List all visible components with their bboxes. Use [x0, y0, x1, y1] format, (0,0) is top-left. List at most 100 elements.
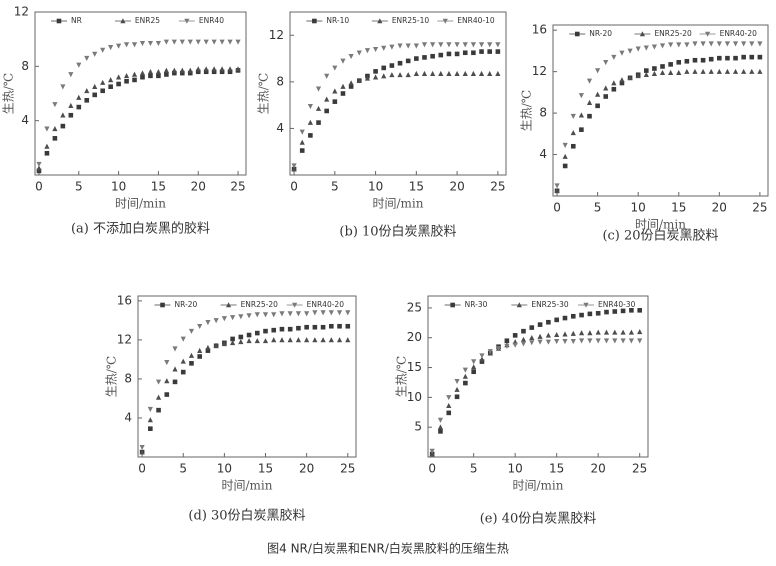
marker: [578, 330, 585, 336]
marker: [197, 347, 203, 353]
marker: [619, 80, 625, 86]
marker: [635, 46, 641, 52]
marker: [84, 55, 90, 61]
marker: [570, 313, 576, 319]
x-tick-label: 15: [258, 462, 273, 476]
legend-label: ENR40-20: [720, 29, 758, 38]
marker: [471, 364, 477, 370]
marker: [660, 64, 665, 69]
marker: [537, 339, 543, 345]
marker: [336, 310, 343, 316]
marker: [246, 313, 252, 319]
marker: [520, 341, 527, 347]
marker: [717, 55, 722, 61]
marker: [619, 50, 625, 56]
marker: [123, 73, 130, 79]
x-tick-label: 5: [331, 180, 339, 194]
marker: [578, 93, 584, 99]
marker: [732, 41, 739, 47]
marker: [180, 70, 185, 76]
marker: [147, 417, 153, 423]
marker: [147, 68, 154, 75]
marker: [372, 74, 379, 80]
marker: [733, 55, 738, 61]
marker: [708, 56, 714, 62]
legend-marker: [292, 302, 298, 308]
marker: [529, 340, 535, 346]
marker: [219, 66, 225, 72]
marker: [595, 103, 600, 109]
marker: [187, 39, 193, 45]
y-axis-label: 生热/℃: [257, 73, 271, 114]
legend-label: ENR25-10: [392, 16, 430, 25]
x-tick-label: 25: [752, 201, 767, 215]
marker: [36, 165, 42, 171]
marker: [757, 68, 763, 74]
marker: [172, 366, 178, 372]
marker: [405, 72, 411, 78]
marker: [446, 410, 452, 416]
marker: [312, 324, 318, 330]
marker: [155, 379, 162, 385]
marker: [612, 338, 618, 344]
marker: [60, 112, 66, 118]
legend-marker: [160, 302, 165, 308]
marker: [537, 322, 543, 327]
marker: [205, 348, 211, 353]
marker: [211, 39, 217, 45]
marker: [487, 42, 493, 48]
marker: [235, 66, 241, 72]
marker: [381, 73, 387, 79]
subtitle: (a) 不添加白炭黑的胶料: [71, 221, 210, 237]
y-axis-label: 生热/℃: [520, 90, 534, 131]
marker: [299, 129, 305, 135]
x-axis-label: 时间/min: [115, 197, 166, 211]
marker: [238, 339, 244, 345]
marker: [635, 72, 641, 79]
subtitle: (d) 30份白炭黑胶料: [188, 508, 305, 524]
legend-marker: [442, 18, 448, 24]
marker: [188, 352, 195, 358]
marker: [36, 168, 42, 174]
marker: [163, 39, 169, 45]
marker: [336, 337, 343, 343]
marker: [708, 68, 714, 74]
marker: [44, 150, 50, 156]
marker: [545, 339, 551, 345]
marker: [254, 338, 260, 344]
marker: [659, 69, 666, 75]
legend-label: NR-20: [175, 300, 198, 309]
x-tick-label: 25: [632, 462, 647, 476]
marker: [389, 44, 395, 50]
marker: [620, 338, 626, 344]
marker: [546, 319, 551, 325]
marker: [578, 112, 584, 118]
marker: [749, 41, 755, 47]
marker: [279, 326, 285, 332]
marker: [345, 310, 351, 316]
marker: [238, 334, 244, 340]
marker: [487, 49, 492, 54]
marker: [741, 68, 747, 74]
marker: [724, 68, 731, 74]
marker: [92, 51, 98, 57]
marker: [315, 86, 322, 92]
x-tick-label: 25: [340, 462, 355, 476]
marker: [171, 39, 177, 45]
marker: [644, 68, 649, 73]
marker: [495, 49, 501, 54]
marker: [230, 336, 235, 342]
marker: [171, 67, 177, 73]
marker: [287, 337, 293, 343]
marker: [554, 331, 560, 338]
x-tick-label: 20: [299, 462, 314, 476]
marker: [562, 153, 568, 159]
marker: [246, 338, 252, 344]
marker: [659, 43, 666, 49]
marker: [179, 39, 185, 45]
x-tick-label: 5: [594, 201, 602, 215]
marker: [586, 99, 593, 106]
legend-label: NR: [71, 16, 82, 25]
y-tick-label: 4: [276, 121, 284, 135]
marker: [604, 309, 609, 315]
